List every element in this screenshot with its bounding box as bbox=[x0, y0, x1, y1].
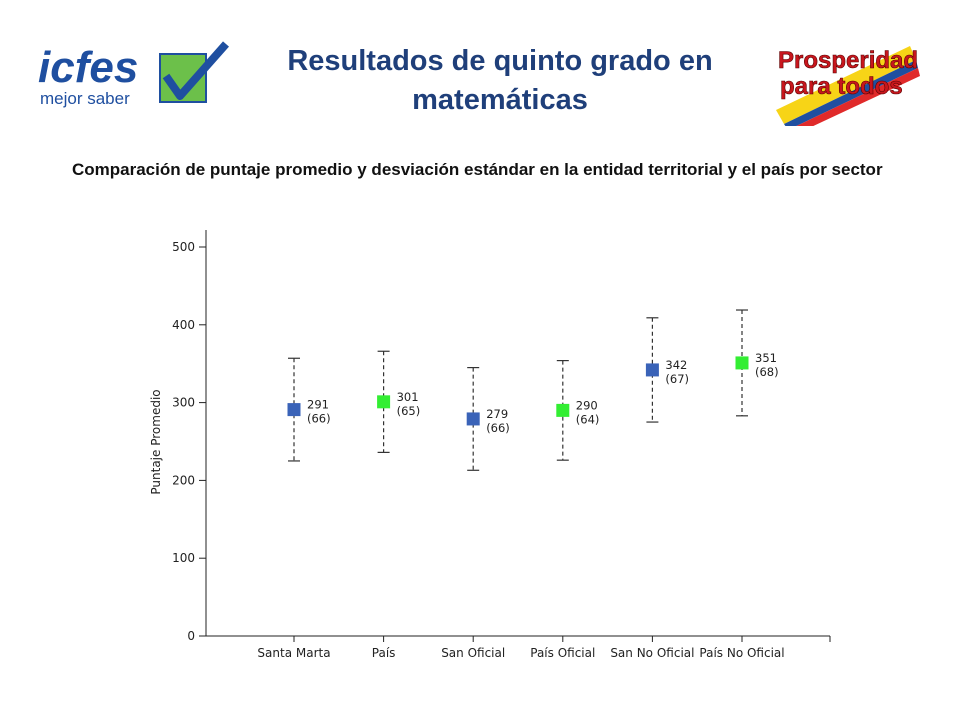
x-tick-label: San Oficial bbox=[441, 646, 505, 660]
mean-label: 301 bbox=[397, 390, 419, 404]
mean-label: 342 bbox=[665, 358, 687, 372]
y-tick-label: 200 bbox=[172, 473, 195, 487]
y-axis-label: Puntaje Promedio bbox=[149, 389, 163, 494]
y-tick-label: 100 bbox=[172, 551, 195, 565]
y-tick-label: 500 bbox=[172, 240, 195, 254]
icfes-logo-text: icfes bbox=[38, 43, 138, 92]
y-tick-label: 300 bbox=[172, 396, 195, 410]
x-tick-label: País bbox=[372, 646, 396, 660]
icfes-tagline: mejor saber bbox=[40, 89, 130, 108]
chart-subtitle: Comparación de puntaje promedio y desvia… bbox=[72, 160, 883, 179]
x-tick-label: País No Oficial bbox=[699, 646, 784, 660]
std-label: (66) bbox=[307, 412, 331, 426]
mean-marker bbox=[287, 403, 301, 417]
x-tick-label: Santa Marta bbox=[257, 646, 330, 660]
prosperidad-line1: Prosperidad bbox=[778, 47, 918, 74]
icfes-logo: icfes mejor saber bbox=[38, 41, 229, 108]
x-tick-label: País Oficial bbox=[530, 646, 595, 660]
std-label: (68) bbox=[755, 365, 779, 379]
mean-marker bbox=[735, 356, 749, 370]
y-tick-label: 400 bbox=[172, 318, 195, 332]
std-label: (64) bbox=[576, 412, 600, 426]
prosperidad-line2: para todos bbox=[780, 73, 903, 100]
x-tick-label: San No Oficial bbox=[610, 646, 694, 660]
y-tick-label: 0 bbox=[187, 629, 195, 643]
mean-marker bbox=[645, 363, 659, 377]
data-marks: 291(66)301(65) 279(66)290(64)342(67)351(6… bbox=[287, 309, 779, 471]
std-label: (65) bbox=[397, 404, 421, 418]
std-label: (66) bbox=[486, 421, 510, 435]
x-ticks: Santa Marta País San Oficial País Oficial Sa… bbox=[257, 636, 831, 660]
mean-label: 290 bbox=[576, 398, 598, 412]
mean-label: 279 bbox=[486, 407, 508, 421]
std-label: (67) bbox=[665, 372, 689, 386]
y-ticks: 0 100 200 300 400 500 bbox=[172, 240, 206, 643]
mean-marker bbox=[377, 395, 391, 409]
mean-label: 351 bbox=[755, 351, 777, 365]
mean-label: 291 bbox=[307, 398, 329, 412]
page-title: Resultados de quinto grado en matemática… bbox=[287, 45, 713, 116]
check-icon bbox=[159, 41, 229, 103]
chart-axes bbox=[205, 230, 830, 637]
mean-marker bbox=[556, 403, 570, 417]
prosperidad-logo: Prosperidad para todos bbox=[776, 46, 920, 126]
mean-marker bbox=[466, 412, 480, 426]
